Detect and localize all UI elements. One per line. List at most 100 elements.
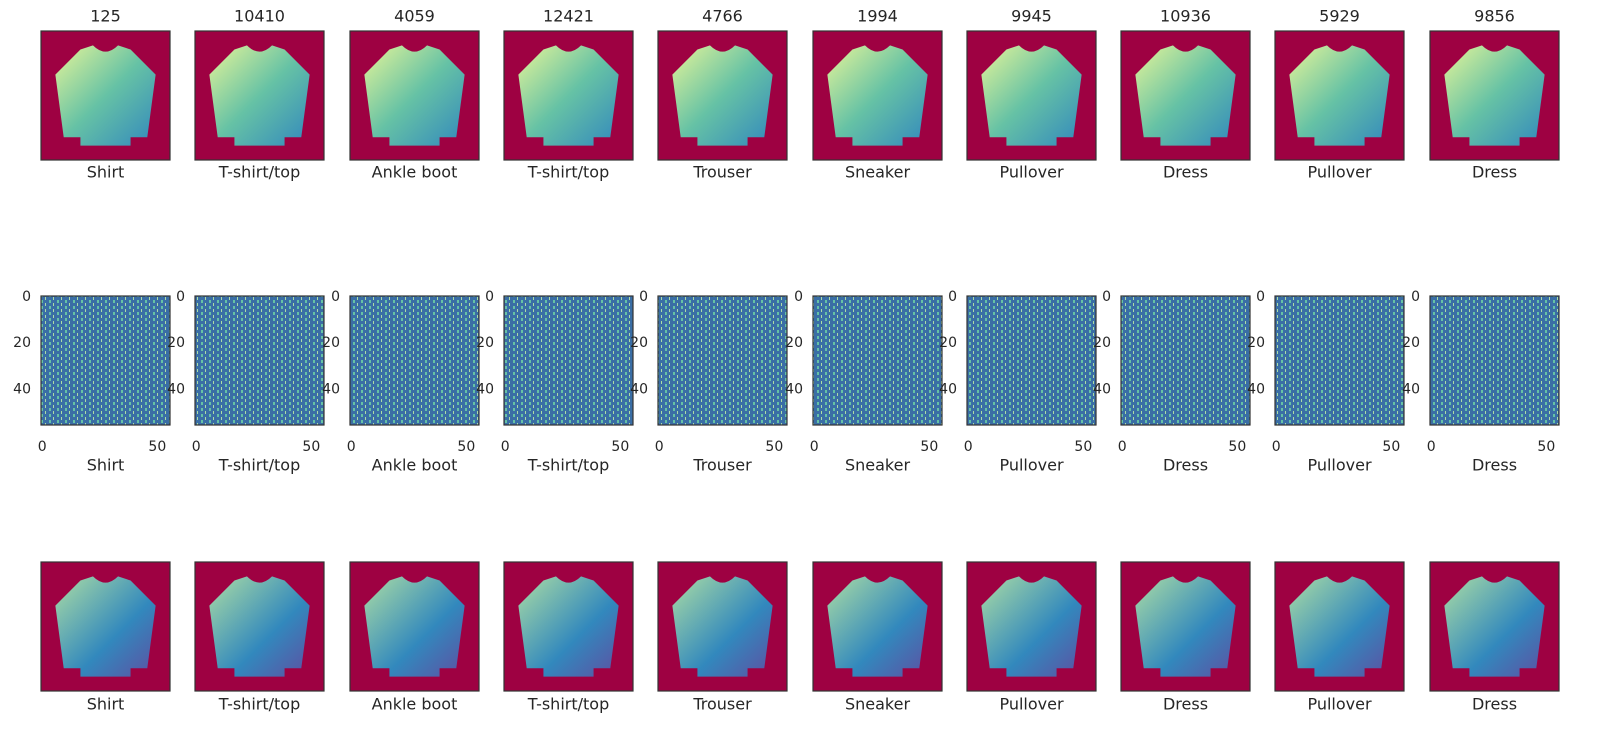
y-tick-label: 0 — [1256, 289, 1265, 305]
y-tick-label: 0 — [176, 289, 185, 305]
y-tick-label: 0 — [1411, 289, 1420, 305]
image-label: Ankle boot — [372, 163, 458, 182]
image-title: 5929 — [1319, 7, 1360, 26]
image-label: Dress — [1163, 695, 1208, 714]
image-frame — [503, 561, 634, 692]
image-frame — [1120, 30, 1251, 161]
image-title: 4766 — [702, 7, 743, 26]
y-tick-label: 20 — [1247, 335, 1265, 351]
y-tick-label: 20 — [476, 335, 494, 351]
x-tick-label: 0 — [1272, 439, 1281, 455]
image-label: Sneaker — [845, 456, 910, 475]
image-label: T-shirt/top — [218, 456, 300, 475]
x-tick-label: 50 — [1228, 439, 1246, 455]
image-grid: 125 Shirt Shirt Shirt 0 50 0 20 40 10410 T-shirt/t… — [13, 7, 1560, 714]
garment-shape — [1444, 576, 1545, 677]
image-frame — [1429, 561, 1560, 692]
garment-shape — [672, 45, 773, 146]
garment-shape — [55, 45, 156, 146]
x-tick-label: 50 — [611, 439, 629, 455]
y-tick-label: 40 — [1402, 381, 1420, 397]
garment-shape — [55, 576, 156, 677]
image-label: Pullover — [999, 163, 1064, 182]
image-frame — [1429, 30, 1560, 161]
garment-shape — [827, 576, 928, 677]
image-frame — [40, 30, 171, 161]
y-tick-label: 40 — [1247, 381, 1265, 397]
image-label: Pullover — [999, 456, 1064, 475]
y-tick-label: 0 — [794, 289, 803, 305]
y-tick-label: 0 — [22, 289, 31, 305]
x-tick-label: 0 — [347, 439, 356, 455]
image-label: T-shirt/top — [527, 163, 609, 182]
y-tick-label: 0 — [331, 289, 340, 305]
latent-image — [1430, 296, 1559, 425]
image-label: Trouser — [692, 695, 752, 714]
latent-image — [350, 296, 479, 425]
image-frame — [194, 30, 325, 161]
y-tick-label: 20 — [785, 335, 803, 351]
x-tick-label: 0 — [192, 439, 201, 455]
image-frame — [40, 561, 171, 692]
image-frame — [966, 561, 1097, 692]
y-tick-label: 20 — [1093, 335, 1111, 351]
x-tick-label: 50 — [148, 439, 166, 455]
image-frame — [812, 295, 943, 426]
image-label: Dress — [1472, 695, 1517, 714]
image-frame — [503, 30, 634, 161]
image-label: Dress — [1472, 163, 1517, 182]
latent-image — [967, 296, 1096, 425]
x-tick-label: 0 — [655, 439, 664, 455]
image-label: Dress — [1163, 163, 1208, 182]
image-frame — [657, 295, 788, 426]
image-label: T-shirt/top — [218, 695, 300, 714]
latent-image — [658, 296, 787, 425]
image-label: T-shirt/top — [218, 163, 300, 182]
y-tick-label: 40 — [1093, 381, 1111, 397]
garment-shape — [1135, 576, 1236, 677]
image-frame — [966, 30, 1097, 161]
garment-shape — [1289, 576, 1390, 677]
image-frame — [657, 30, 788, 161]
image-title: 10936 — [1160, 7, 1211, 26]
y-tick-label: 20 — [630, 335, 648, 351]
image-label: Shirt — [87, 456, 125, 475]
garment-shape — [518, 45, 619, 146]
latent-image — [41, 296, 170, 425]
x-tick-label: 0 — [501, 439, 510, 455]
image-label: Sneaker — [845, 163, 910, 182]
image-title: 9856 — [1474, 7, 1515, 26]
image-label: T-shirt/top — [527, 695, 609, 714]
x-tick-label: 0 — [810, 439, 819, 455]
y-tick-label: 0 — [1102, 289, 1111, 305]
garment-shape — [209, 576, 310, 677]
garment-shape — [1289, 45, 1390, 146]
image-label: Sneaker — [845, 695, 910, 714]
image-frame — [40, 295, 171, 426]
latent-image — [195, 296, 324, 425]
garment-shape — [672, 576, 773, 677]
y-tick-label: 20 — [322, 335, 340, 351]
image-label: Pullover — [1307, 163, 1372, 182]
image-frame — [194, 295, 325, 426]
y-tick-label: 40 — [476, 381, 494, 397]
x-tick-label: 50 — [1537, 439, 1555, 455]
image-frame — [812, 561, 943, 692]
y-tick-label: 20 — [939, 335, 957, 351]
latent-image — [1275, 296, 1404, 425]
x-tick-label: 0 — [1118, 439, 1127, 455]
garment-shape — [364, 576, 465, 677]
image-frame — [657, 561, 788, 692]
image-label: Pullover — [1307, 695, 1372, 714]
x-tick-label: 50 — [302, 439, 320, 455]
image-label: Trouser — [692, 456, 752, 475]
image-label: Dress — [1472, 456, 1517, 475]
image-title: 9945 — [1011, 7, 1052, 26]
garment-shape — [364, 45, 465, 146]
x-tick-label: 50 — [765, 439, 783, 455]
y-tick-label: 40 — [785, 381, 803, 397]
garment-shape — [827, 45, 928, 146]
image-label: Pullover — [999, 695, 1064, 714]
garment-shape — [209, 45, 310, 146]
image-frame — [1120, 561, 1251, 692]
